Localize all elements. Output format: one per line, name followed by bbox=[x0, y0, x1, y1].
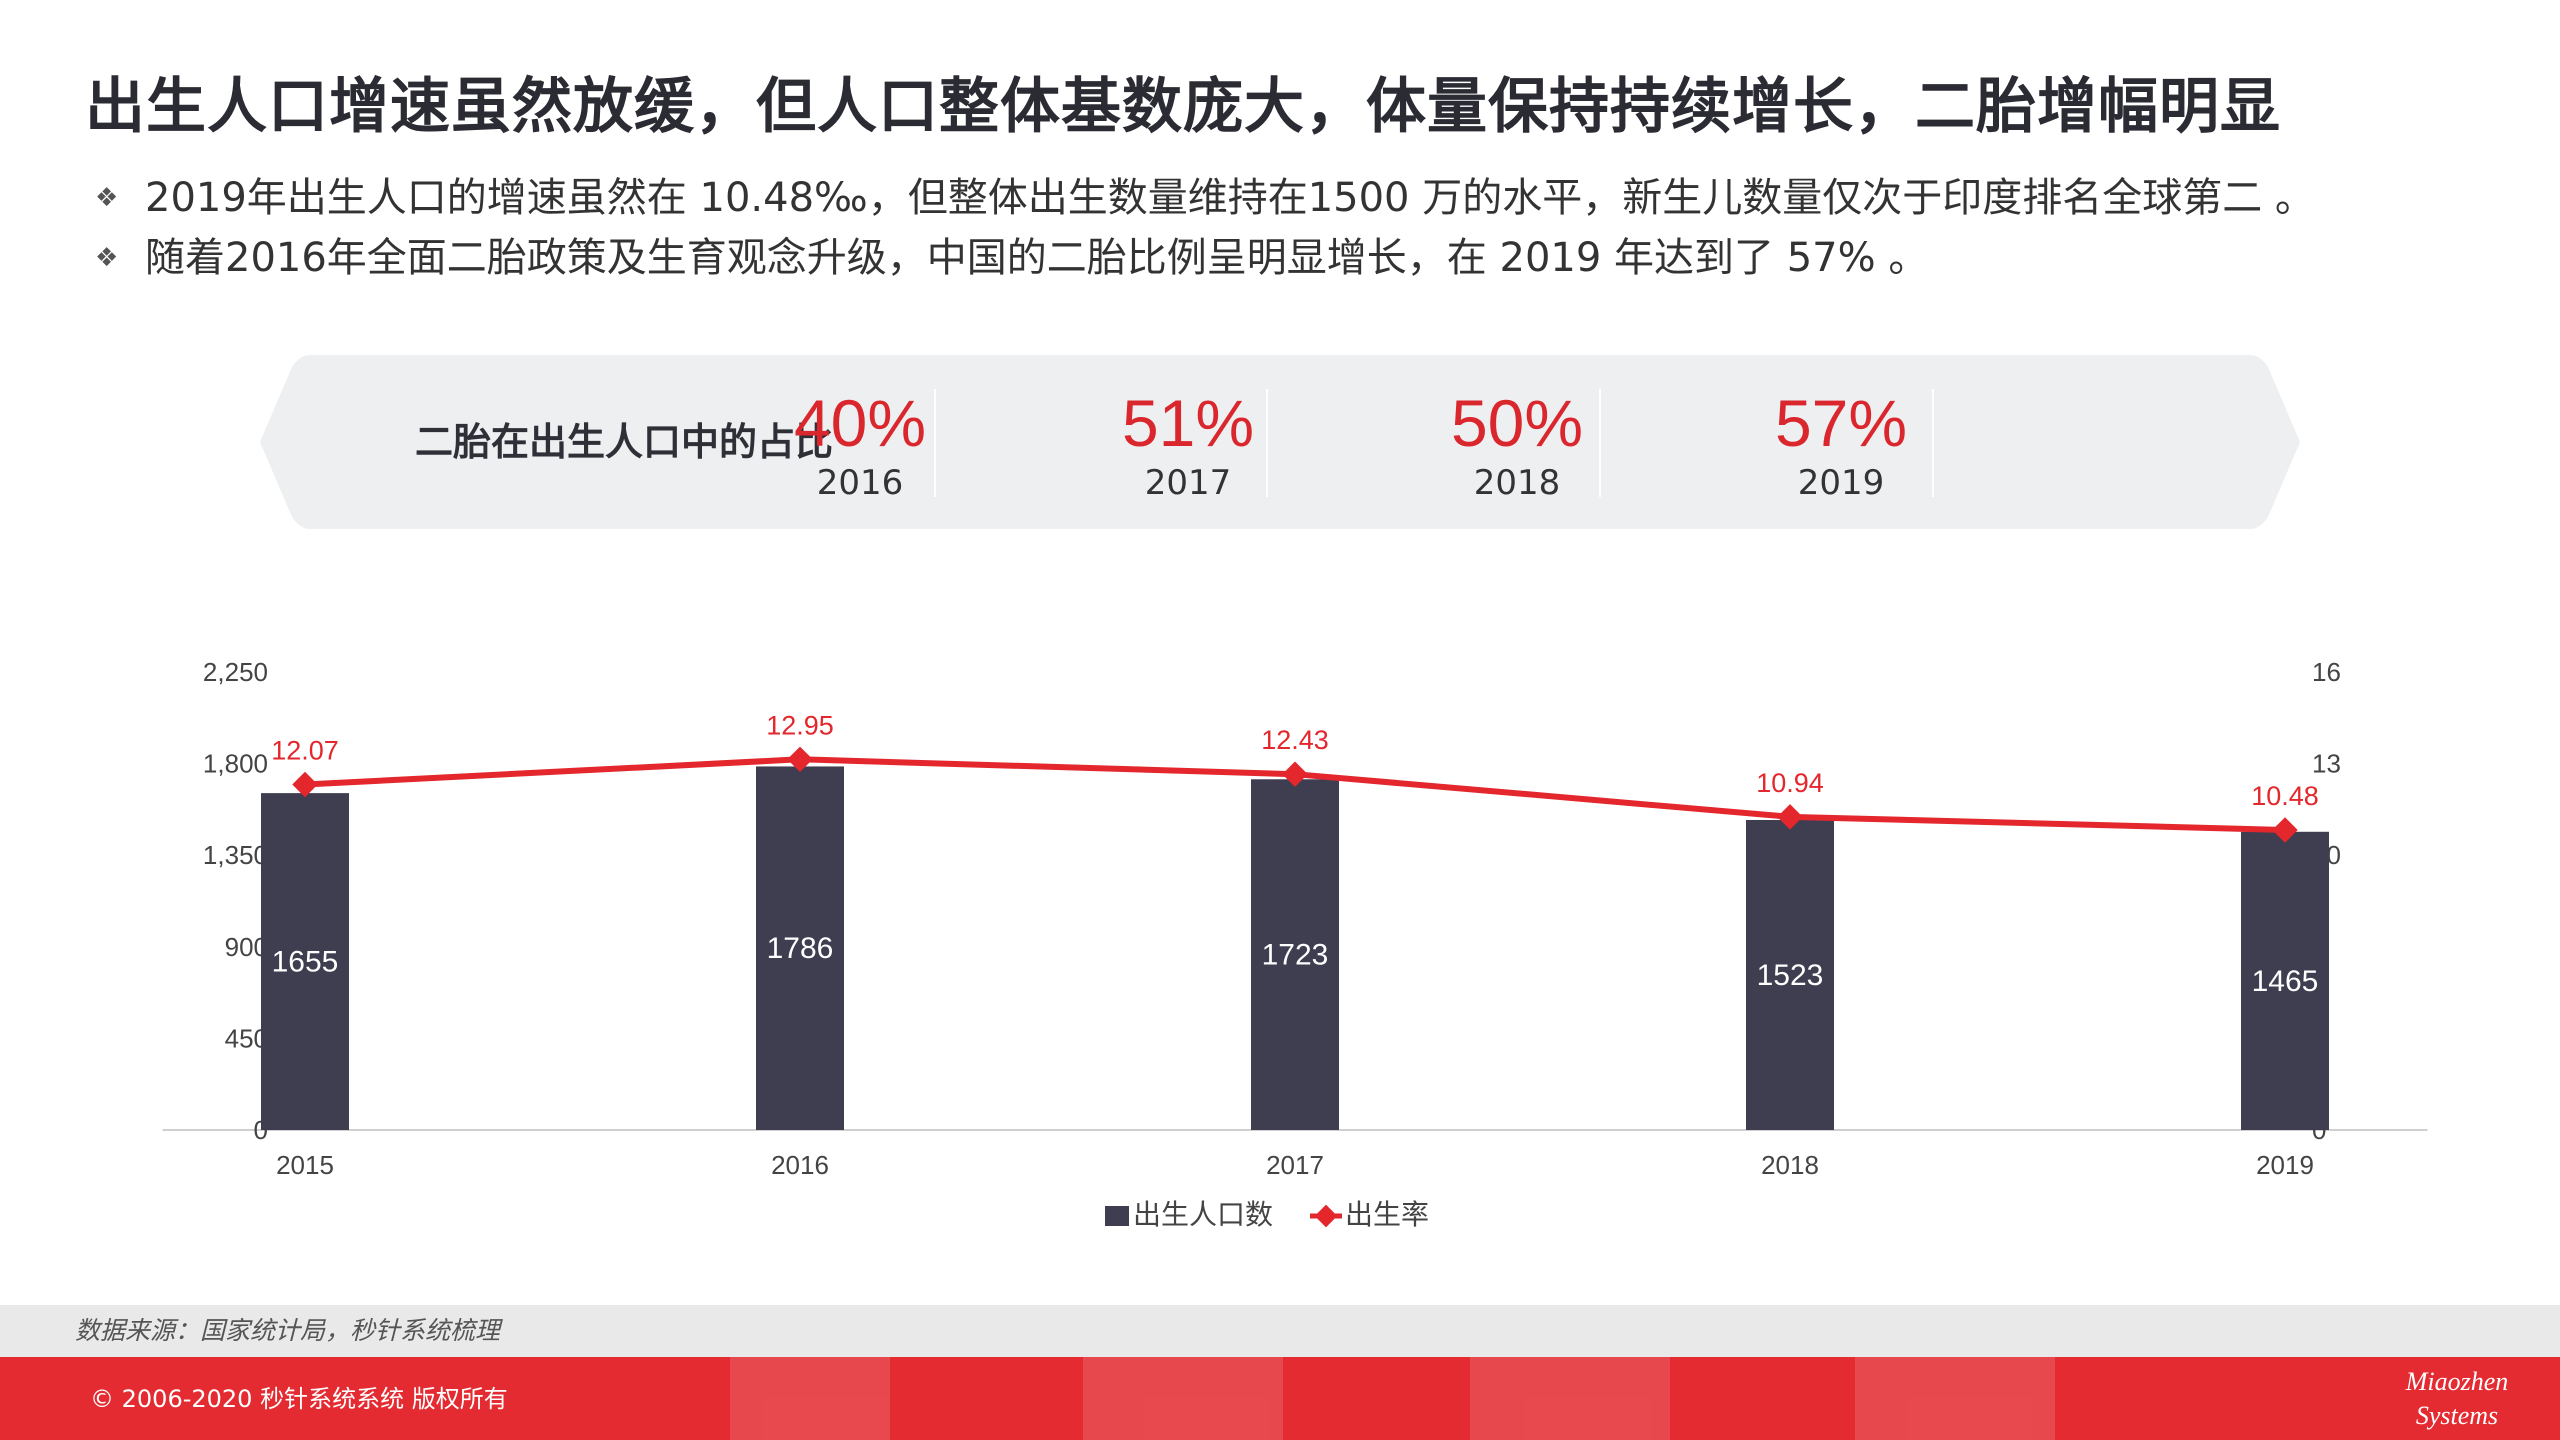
legend-label: 出生率 bbox=[1345, 1198, 1429, 1231]
divider bbox=[1932, 389, 1934, 497]
page-title: 出生人口增速虽然放缓，但人口整体基数庞大，体量保持持续增长，二胎增幅明显 bbox=[85, 72, 2281, 142]
bar-value-label: 1465 bbox=[2252, 965, 2319, 998]
x-tick-label: 2017 bbox=[1266, 1150, 1324, 1180]
data-source: 数据来源：国家统计局，秒针系统梳理 bbox=[75, 1316, 501, 1345]
divider bbox=[1266, 389, 1268, 497]
footer-decoration bbox=[1470, 1357, 1670, 1440]
stat-year: 2016 bbox=[816, 463, 904, 503]
diamond-bullet-icon: ❖ bbox=[95, 243, 119, 273]
bar-value-label: 1523 bbox=[1757, 959, 1824, 992]
banner-label: 二胎在出生人口中的占比 bbox=[415, 420, 834, 464]
bullet-item: ❖ 随着2016年全面二胎政策及生育观念升级，中国的二胎比例呈明显增长，在 20… bbox=[95, 228, 2315, 288]
bullet-text: 随着2016年全面二胎政策及生育观念升级，中国的二胎比例呈明显增长，在 2019… bbox=[145, 235, 1929, 281]
bar bbox=[261, 793, 349, 1130]
bullet-item: ❖ 2019年出生人口的增速虽然在 10.48‰，但整体出生数量维持在1500 … bbox=[95, 168, 2315, 228]
bar-value-label: 1655 bbox=[272, 946, 339, 979]
banner-background bbox=[260, 355, 2300, 529]
bar bbox=[2241, 831, 2329, 1130]
y-tick-label: 1,350 bbox=[203, 840, 268, 870]
stat-2017: 51% 2017 bbox=[1023, 385, 1353, 505]
bar bbox=[1251, 779, 1339, 1130]
stat-percent: 51% bbox=[1121, 386, 1255, 460]
company-logo: Miaozhen Systems bbox=[2402, 1365, 2512, 1433]
source-bar: 数据来源：国家统计局，秒针系统梳理 bbox=[0, 1305, 2560, 1357]
logo-line: Miaozhen bbox=[2405, 1367, 2509, 1396]
logo-line: Systems bbox=[2415, 1401, 2499, 1430]
bar-value-label: 1723 bbox=[1262, 939, 1329, 972]
stat-2016: 40% 2016 bbox=[695, 385, 1025, 505]
diamond-bullet-icon: ❖ bbox=[95, 183, 119, 213]
birth-rate-label: 10.48 bbox=[2251, 781, 2319, 811]
y-tick-label: 1,800 bbox=[203, 749, 268, 779]
bar bbox=[756, 766, 844, 1130]
birth-rate-label: 10.94 bbox=[1756, 768, 1824, 798]
birth-rate-label: 12.07 bbox=[271, 735, 339, 765]
footer-decoration bbox=[1083, 1357, 1283, 1440]
x-tick-label: 2018 bbox=[1761, 1150, 1819, 1180]
divider bbox=[1599, 389, 1601, 497]
stat-percent: 50% bbox=[1450, 386, 1584, 460]
bullet-text: 2019年出生人口的增速虽然在 10.48‰，但整体出生数量维持在1500 万的… bbox=[145, 175, 2315, 221]
y2-tick-label: 13 bbox=[2312, 749, 2341, 779]
y-tick-label: 900 bbox=[225, 932, 268, 962]
copyright: © 2006-2020 秒针系统系统 版权所有 bbox=[90, 1385, 508, 1413]
footer: © 2006-2020 秒针系统系统 版权所有 Miaozhen Systems bbox=[0, 1357, 2560, 1440]
footer-decoration bbox=[730, 1357, 890, 1440]
legend-label: 出生人口数 bbox=[1133, 1198, 1273, 1231]
x-tick-label: 2015 bbox=[276, 1150, 334, 1180]
stat-2018: 50% 2018 bbox=[1352, 385, 1682, 505]
x-tick-label: 2016 bbox=[771, 1150, 829, 1180]
birth-rate-label: 12.95 bbox=[766, 710, 834, 740]
bar bbox=[1746, 819, 1834, 1130]
second-child-ratio-banner: 二胎在出生人口中的占比 40% 2016 51% 2017 50% 2018 5… bbox=[260, 355, 2300, 529]
stat-percent: 57% bbox=[1774, 386, 1908, 460]
stat-percent: 40% bbox=[793, 386, 927, 460]
x-tick-label: 2019 bbox=[2256, 1150, 2314, 1180]
legend-line-marker bbox=[1314, 1204, 1338, 1228]
birth-rate-label: 12.43 bbox=[1261, 725, 1329, 755]
footer-decoration bbox=[1855, 1357, 2055, 1440]
stat-year: 2019 bbox=[1797, 463, 1885, 503]
bullet-list: ❖ 2019年出生人口的增速虽然在 10.48‰，但整体出生数量维持在1500 … bbox=[95, 168, 2315, 288]
y-tick-label: 450 bbox=[225, 1023, 268, 1053]
birth-population-chart: 2,2501,8001,3509004500161310730165517861… bbox=[162, 657, 2428, 1231]
y2-tick-label: 16 bbox=[2312, 657, 2341, 687]
legend-bar-swatch bbox=[1105, 1206, 1129, 1226]
bar-value-label: 1786 bbox=[767, 932, 834, 965]
stat-year: 2018 bbox=[1473, 463, 1561, 503]
divider bbox=[934, 389, 936, 497]
y-tick-label: 2,250 bbox=[203, 657, 268, 687]
stat-year: 2017 bbox=[1144, 463, 1232, 503]
stat-2019: 57% 2019 bbox=[1676, 385, 2006, 505]
